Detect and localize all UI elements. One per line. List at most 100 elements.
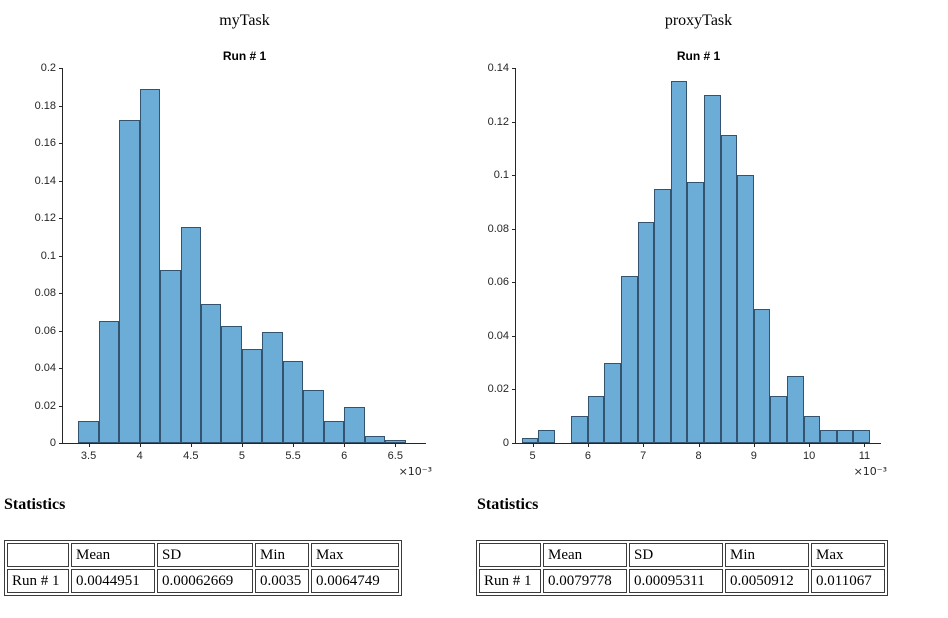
y-tick-label: 0.12 (487, 115, 509, 128)
y-tick-label: 0.1 (493, 169, 509, 182)
histogram-bar (323, 421, 345, 443)
x-tick-label: 9 (750, 450, 757, 462)
y-tick-label: 0.18 (34, 99, 56, 112)
y-tick-label: 0.06 (34, 324, 56, 337)
y-tick (59, 330, 63, 332)
y-tick (512, 228, 516, 230)
histogram-bar (704, 94, 721, 443)
statistics-heading-right: Statistics (477, 496, 539, 513)
histogram-mytask: myTask Run # 1 3.5 4 4.5 5 5.5 6 6.5 0 0.02 0.04 0… (35, 12, 432, 478)
y-tick-label: 0.06 (487, 276, 509, 289)
axes-title-run1-right: Run # 1 (676, 49, 721, 63)
table-cell-mean: 0.0079778 (543, 569, 627, 593)
histogram-bar (119, 119, 140, 443)
histogram-bar (587, 396, 605, 443)
table-header-sd: SD (157, 543, 253, 567)
histogram-bar (820, 429, 837, 443)
histogram-bar (770, 396, 787, 443)
y-tick (59, 443, 63, 444)
histogram-bar (786, 376, 804, 443)
x-tick (395, 443, 397, 447)
table-row-label: Run # 1 (7, 569, 69, 593)
x-tick-label: 6 (584, 450, 591, 462)
histogram-bar (241, 349, 263, 443)
x-tick-label: 11 (858, 450, 871, 462)
histogram-bar (364, 436, 386, 443)
histogram-bar (687, 181, 705, 443)
y-tick (512, 389, 516, 391)
y-tick-label: 0.12 (34, 212, 56, 224)
x-tick-label: 10 (802, 450, 816, 462)
table-header-min: Min (255, 543, 309, 567)
y-tick-label: 0.04 (487, 329, 509, 342)
y-tick (512, 68, 516, 69)
table-header-row: Mean SD Min Max (7, 543, 399, 567)
x-tick (643, 443, 645, 447)
y-tick (512, 175, 516, 177)
x-tick (698, 443, 700, 447)
y-tick (59, 105, 63, 107)
x-tick-label: 4 (136, 450, 143, 462)
table-header-empty (7, 543, 69, 567)
histogram-proxytask: proxyTask Run # 1 5 6 7 8 9 10 11 0 0.02 0.04 0.06… (488, 12, 887, 478)
table-cell-max: 0.0064749 (311, 569, 399, 593)
table-cell-mean: 0.0044951 (71, 569, 155, 593)
histogram-bar (139, 88, 161, 443)
statistics-table-mytask: Mean SD Min Max Run # 1 0.0044951 0.0006… (4, 540, 402, 596)
figure-title-proxytask: proxyTask (664, 12, 733, 29)
histogram-bar (604, 362, 622, 443)
histogram-bar (538, 429, 555, 443)
y-tick (59, 180, 63, 182)
histogram-bar (521, 437, 539, 443)
histogram-bar (262, 332, 283, 443)
table-cell-sd: 0.00095311 (629, 569, 723, 593)
y-tick-label: 0.08 (487, 222, 509, 235)
y-tick (512, 335, 516, 337)
x-tick (587, 443, 589, 447)
histogram-bar (621, 275, 638, 443)
x-tick-label: 5 (529, 450, 536, 462)
table-cell-max: 0.011067 (811, 569, 885, 593)
histogram-bar (737, 175, 754, 443)
table-row: Run # 1 0.0079778 0.00095311 0.0050912 0… (479, 569, 885, 593)
histogram-bar (98, 321, 120, 443)
x-tick-label: 4.5 (183, 450, 199, 462)
x-tick (753, 443, 755, 447)
table-header-mean: Mean (543, 543, 627, 567)
x-tick (293, 443, 295, 447)
table-header-max: Max (311, 543, 399, 567)
table-header-max: Max (811, 543, 885, 567)
table-header-mean: Mean (71, 543, 155, 567)
histogram-bar (282, 360, 304, 443)
y-tick-label: 0.02 (34, 399, 56, 412)
histogram-bar (720, 134, 738, 443)
x-tick-label: 5 (238, 450, 245, 462)
y-tick (59, 293, 63, 294)
histogram-bar (180, 227, 202, 443)
histogram-bar (303, 389, 324, 443)
histogram-bar (670, 81, 688, 443)
x-tick (809, 443, 811, 447)
histogram-bar (201, 304, 222, 443)
table-header-row: Mean SD Min Max (479, 543, 885, 567)
x-tick (88, 443, 90, 447)
y-tick-label: 0.1 (40, 249, 56, 262)
x-tick-label: 5.5 (285, 450, 301, 462)
y-tick-label: 0.14 (34, 174, 56, 187)
figure-title-mytask: myTask (219, 12, 270, 29)
table-header-sd: SD (629, 543, 723, 567)
x-tick-label: 3.5 (80, 450, 97, 462)
x-tick (139, 443, 141, 447)
histogram-bar (344, 407, 365, 443)
x-tick (190, 443, 192, 447)
statistics-table-proxytask: Mean SD Min Max Run # 1 0.0079778 0.0009… (476, 540, 888, 596)
y-tick-label: 0.2 (40, 62, 56, 74)
x-axis-exponent-label: ×10⁻³ (398, 465, 432, 478)
y-tick-label: 0.04 (34, 362, 56, 374)
x-tick (864, 443, 866, 447)
histogram-bar (78, 421, 99, 443)
y-tick (59, 405, 63, 407)
y-tick (59, 368, 63, 369)
histogram-bar (637, 222, 655, 443)
table-header-empty (479, 543, 541, 567)
